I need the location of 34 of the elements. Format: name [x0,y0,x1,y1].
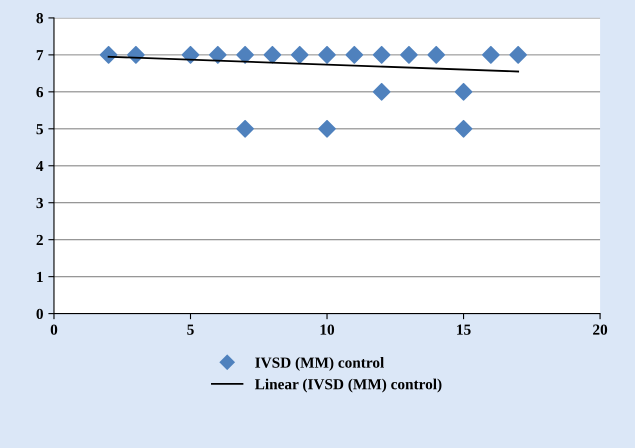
legend-label: IVSD (MM) control [255,357,384,371]
y-tick-label: 2 [36,234,43,245]
x-tick-label: 0 [50,324,58,335]
point [100,46,118,64]
y-tick-label: 6 [36,87,44,98]
legend-label: Linear (IVSD (MM) control) [254,378,442,392]
y-tick-label: 7 [36,50,44,60]
point [182,46,200,64]
point [236,120,254,138]
x-tick-label: 5 [187,324,194,335]
y-tick-label: 1 [37,272,43,282]
point [372,46,391,64]
point [290,46,309,64]
x-tick-label: 10 [320,324,334,335]
y-tick-label: 3 [36,198,44,208]
y-tick-label: 8 [36,13,44,24]
x-tick-label: 20 [593,324,608,335]
y-tick-label: 0 [36,308,43,320]
x-tick-label: 15 [457,324,471,335]
y-tick-label: 4 [36,161,44,172]
point [318,120,336,138]
point [264,46,282,64]
y-tick-label: 5 [36,124,43,134]
point [509,46,528,64]
point [427,46,446,64]
point [454,120,472,138]
point [208,46,227,64]
point [345,46,364,64]
point [372,82,391,101]
point [318,46,336,64]
point [400,46,418,64]
point [236,46,254,64]
point [454,82,472,101]
point [482,46,500,64]
